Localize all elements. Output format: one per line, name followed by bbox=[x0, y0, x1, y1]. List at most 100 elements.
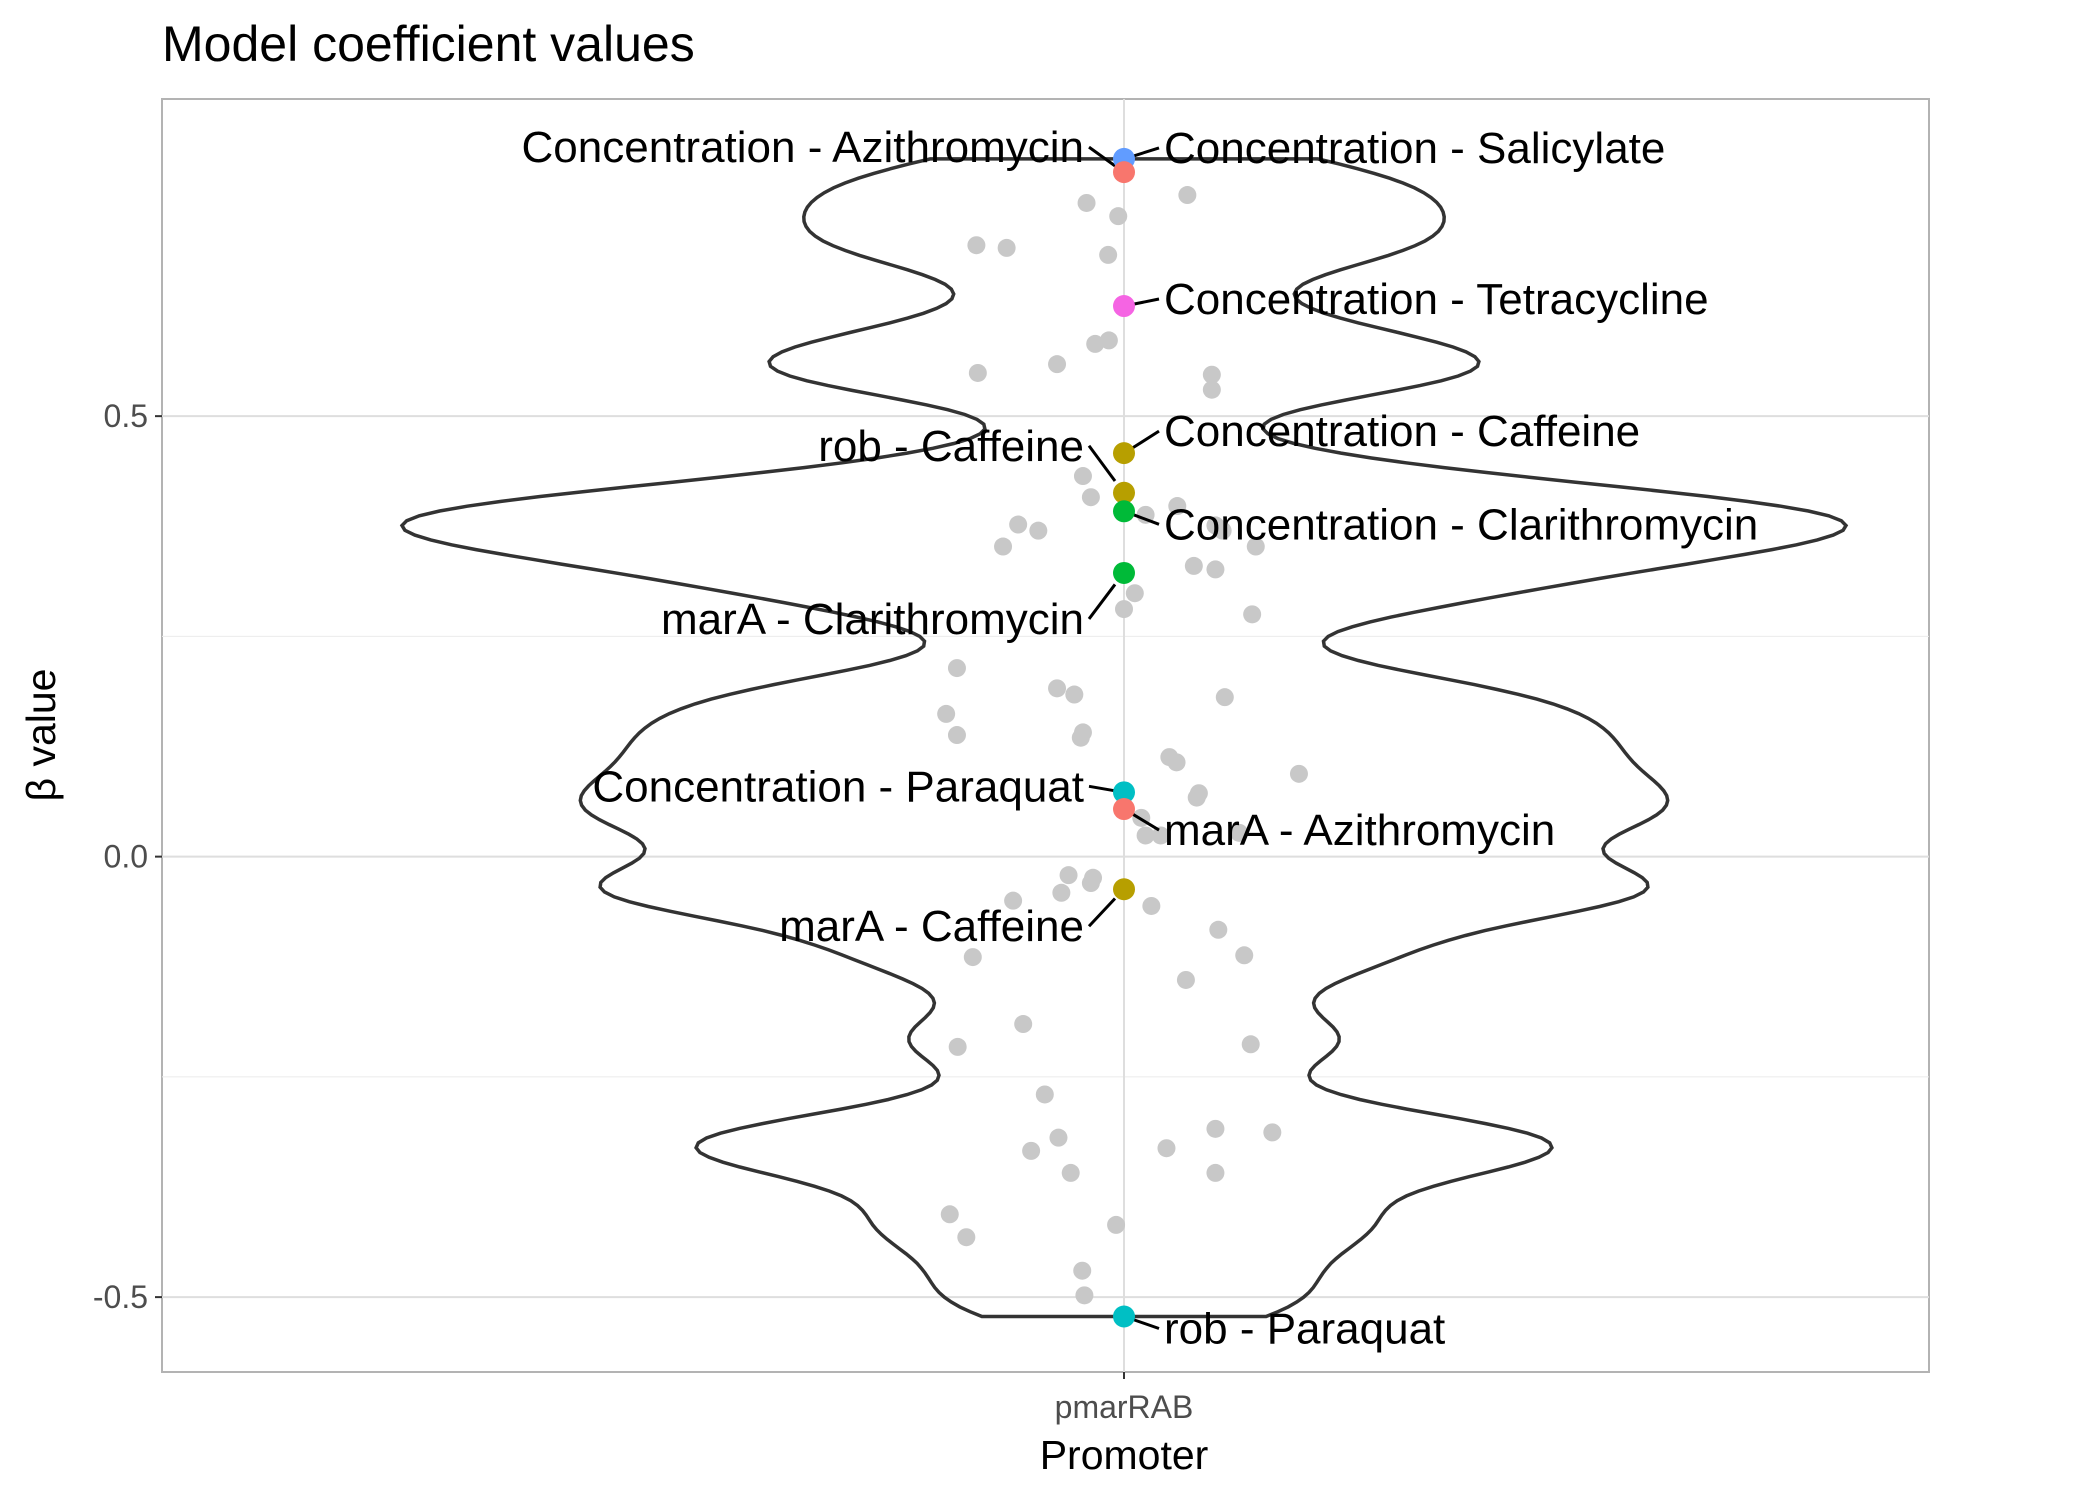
background-point bbox=[957, 1228, 976, 1247]
background-point bbox=[1065, 685, 1084, 704]
leader-line bbox=[1132, 146, 1160, 158]
background-point bbox=[947, 659, 966, 678]
label-leader-lines bbox=[1087, 145, 1160, 1330]
background-point bbox=[940, 1205, 959, 1224]
background-point bbox=[1176, 970, 1195, 989]
background-point bbox=[1014, 1015, 1033, 1034]
background-point bbox=[1086, 334, 1105, 353]
background-point bbox=[1125, 584, 1144, 603]
background-point bbox=[1029, 521, 1048, 540]
background-point bbox=[1263, 1123, 1282, 1142]
labeled-point bbox=[1113, 878, 1135, 901]
labeled-point bbox=[1113, 1305, 1135, 1328]
background-point bbox=[1178, 186, 1197, 205]
background-point bbox=[1206, 1163, 1225, 1182]
point-label: Concentration - Azithromycin bbox=[522, 123, 1084, 172]
background-point bbox=[1081, 488, 1100, 507]
violin bbox=[399, 157, 1849, 1319]
point-label: marA - Clarithromycin bbox=[661, 595, 1084, 644]
background-point bbox=[1071, 728, 1090, 747]
background-point bbox=[1049, 1128, 1068, 1147]
background-point bbox=[1048, 679, 1067, 698]
background-point bbox=[1215, 688, 1234, 707]
point-label: rob - Caffeine bbox=[818, 422, 1084, 471]
background-point bbox=[1004, 891, 1023, 910]
background-point bbox=[1136, 826, 1155, 845]
background-point bbox=[1289, 764, 1308, 783]
point-label: Concentration - Caffeine bbox=[1164, 407, 1640, 456]
background-point bbox=[1187, 788, 1206, 807]
background-point bbox=[1099, 245, 1118, 264]
background-point bbox=[1142, 896, 1161, 915]
labeled-point bbox=[1113, 481, 1135, 504]
background-point bbox=[997, 238, 1016, 257]
background-point bbox=[1099, 331, 1118, 350]
background-point bbox=[1151, 826, 1170, 845]
leader-line bbox=[1132, 513, 1160, 526]
point-label: marA - Azithromycin bbox=[1164, 806, 1555, 855]
background-point bbox=[1202, 365, 1221, 384]
labeled-point bbox=[1113, 442, 1135, 465]
background-point bbox=[1059, 866, 1078, 885]
background-point bbox=[1184, 556, 1203, 575]
point-label: Concentration - Clarithromycin bbox=[1164, 500, 1758, 549]
background-point bbox=[1048, 355, 1067, 374]
y-tick-label: 0.5 bbox=[104, 398, 148, 434]
leader-line bbox=[1132, 429, 1160, 449]
point-label: marA - Caffeine bbox=[779, 902, 1084, 951]
background-point bbox=[1075, 1286, 1094, 1305]
labeled-point bbox=[1113, 161, 1135, 184]
background-point bbox=[1206, 1119, 1225, 1138]
background-point bbox=[1073, 1261, 1092, 1280]
background-point bbox=[1157, 1139, 1176, 1158]
labeled-points bbox=[1113, 147, 1135, 1328]
chart-title: Model coefficient values bbox=[162, 16, 695, 72]
background-point bbox=[968, 363, 987, 382]
x-axis-title: Promoter bbox=[1040, 1432, 1209, 1478]
background-point bbox=[1167, 753, 1186, 772]
background-point bbox=[1136, 505, 1155, 524]
background-point bbox=[1235, 946, 1254, 965]
background-points bbox=[937, 186, 1308, 1305]
background-point bbox=[948, 1037, 967, 1056]
leader-line bbox=[1088, 784, 1116, 793]
background-point bbox=[1081, 874, 1100, 893]
leader-line bbox=[1132, 1318, 1160, 1330]
background-point bbox=[1073, 467, 1092, 486]
violin-outline bbox=[399, 157, 1849, 1319]
point-label: Concentration - Tetracycline bbox=[1164, 275, 1709, 324]
background-point bbox=[1246, 537, 1265, 556]
y-tick-label: 0.0 bbox=[104, 839, 148, 875]
background-point bbox=[1206, 560, 1225, 579]
background-point bbox=[1243, 605, 1262, 624]
labeled-point bbox=[1113, 561, 1135, 584]
x-tick-label: pmarRAB bbox=[1055, 1389, 1194, 1425]
x-axis: pmarRAB bbox=[1055, 1372, 1194, 1425]
y-tick-label: -0.5 bbox=[93, 1279, 148, 1315]
point-label: Concentration - Salicylate bbox=[1164, 124, 1665, 173]
background-point bbox=[1241, 1035, 1260, 1054]
leader-line bbox=[1087, 444, 1117, 482]
labeled-point bbox=[1113, 295, 1135, 318]
leader-line bbox=[1132, 297, 1160, 306]
grid-lines bbox=[162, 99, 1929, 1372]
background-point bbox=[947, 726, 966, 745]
point-label: Concentration - Paraquat bbox=[592, 762, 1084, 811]
background-point bbox=[994, 537, 1013, 556]
labeled-point bbox=[1113, 781, 1135, 804]
background-point bbox=[1168, 497, 1187, 516]
background-point bbox=[963, 948, 982, 967]
background-point bbox=[1052, 883, 1071, 902]
plot-panel bbox=[161, 98, 1930, 1373]
point-label: rob - Paraquat bbox=[1164, 1304, 1445, 1353]
background-point bbox=[1022, 1141, 1041, 1160]
background-point bbox=[1213, 521, 1232, 540]
background-point bbox=[1107, 1215, 1126, 1234]
point-labels: Concentration - Salicylate Concentration … bbox=[522, 123, 1759, 1353]
labeled-point bbox=[1113, 798, 1135, 821]
background-point bbox=[1061, 1163, 1080, 1182]
plot-panel-border bbox=[161, 98, 1930, 1373]
background-point bbox=[1109, 207, 1128, 226]
background-point bbox=[967, 236, 986, 255]
